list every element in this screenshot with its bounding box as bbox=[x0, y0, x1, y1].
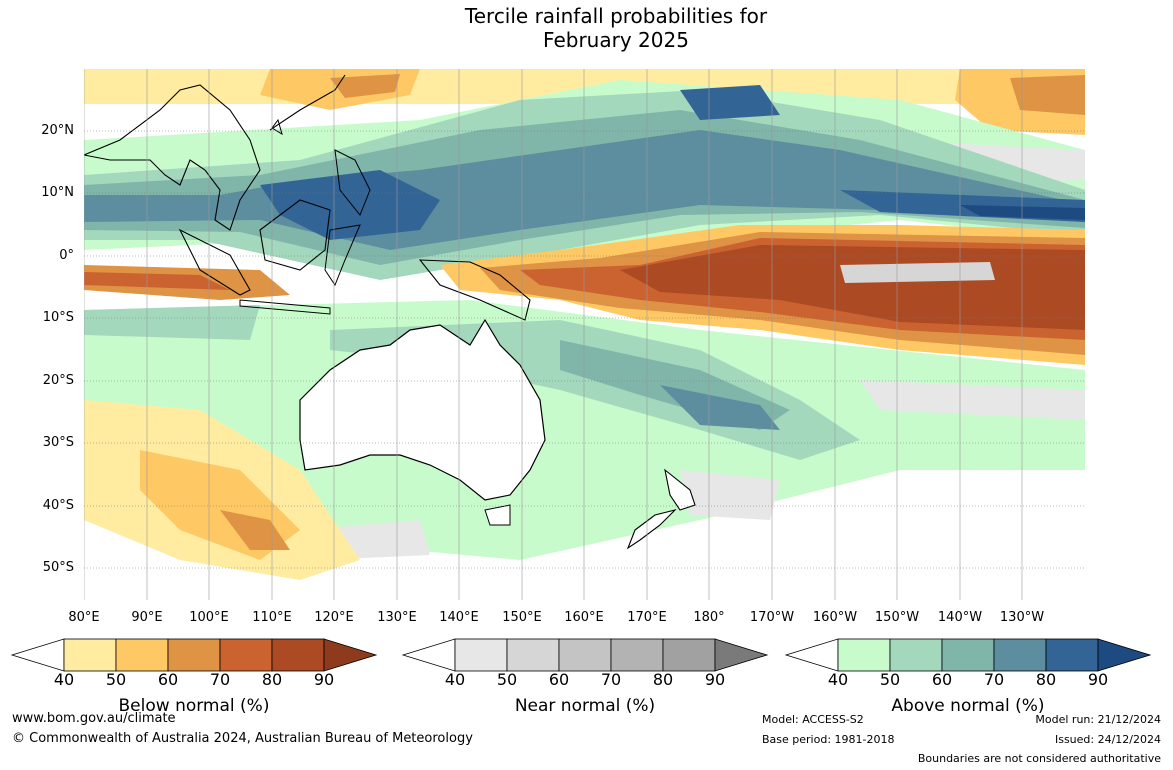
lon-label: 90°E bbox=[131, 610, 163, 625]
below-tick: 80 bbox=[261, 670, 283, 689]
colorbar-bin bbox=[454, 638, 508, 672]
colorbar-bin bbox=[837, 638, 891, 672]
colorbar-bin bbox=[558, 638, 612, 672]
near-normal-label: Near normal (%) bbox=[514, 696, 656, 716]
lat-label: 20°N bbox=[41, 123, 74, 138]
below-normal-colorbar bbox=[10, 638, 378, 672]
near-tick: 90 bbox=[704, 670, 726, 689]
colorbar-bin bbox=[889, 638, 943, 672]
colorbar-bins bbox=[63, 638, 325, 672]
probability-map bbox=[84, 69, 1085, 600]
colorbar-bin bbox=[63, 638, 117, 672]
above-tick: 50 bbox=[879, 670, 901, 689]
lon-label: 150°E bbox=[502, 610, 542, 625]
model-run-date: Model run: 21/12/2024 bbox=[1035, 713, 1161, 726]
near-tick: 80 bbox=[652, 670, 674, 689]
lon-label: 180° bbox=[693, 610, 725, 625]
colorbar-bin bbox=[506, 638, 560, 672]
lon-label: 110°E bbox=[252, 610, 292, 625]
above-normal-label: Above normal (%) bbox=[891, 696, 1045, 716]
colorbar-bin bbox=[993, 638, 1047, 672]
lon-label: 100°E bbox=[189, 610, 229, 625]
colorbar-high-triangle bbox=[323, 638, 378, 672]
near-tick: 70 bbox=[600, 670, 622, 689]
lon-label: 170°E bbox=[627, 610, 667, 625]
lat-label: 10°N bbox=[41, 185, 74, 200]
above-tick: 40 bbox=[827, 670, 849, 689]
lon-label: 120°E bbox=[314, 610, 354, 625]
colorbar-bin bbox=[662, 638, 716, 672]
below-tick: 90 bbox=[313, 670, 335, 689]
issued-date: Issued: 24/12/2024 bbox=[1054, 733, 1161, 746]
lat-label: 10°S bbox=[42, 310, 74, 325]
colorbar-low-triangle bbox=[784, 638, 839, 672]
colorbar-high-triangle bbox=[1097, 638, 1152, 672]
colorbar-bin bbox=[610, 638, 664, 672]
above-tick: 90 bbox=[1087, 670, 1109, 689]
near-normal-colorbar bbox=[401, 638, 769, 672]
colorbar-high-triangle bbox=[714, 638, 769, 672]
colorbar-bin bbox=[271, 638, 325, 672]
below-tick: 40 bbox=[53, 670, 75, 689]
near-tick: 50 bbox=[496, 670, 518, 689]
lon-label: 150°W bbox=[874, 610, 920, 625]
lon-label: 130°E bbox=[377, 610, 417, 625]
lat-label: 30°S bbox=[42, 435, 74, 450]
above-tick: 80 bbox=[1035, 670, 1057, 689]
lon-label: 170°W bbox=[749, 610, 795, 625]
colorbar-bin bbox=[115, 638, 169, 672]
base-period: Base period: 1981-2018 bbox=[762, 733, 895, 746]
colorbar-bins bbox=[837, 638, 1099, 672]
near-tick: 60 bbox=[548, 670, 570, 689]
lat-label: 20°S bbox=[42, 373, 74, 388]
australia-outline bbox=[299, 318, 546, 501]
lon-label: 130°W bbox=[999, 610, 1045, 625]
above-tick: 70 bbox=[983, 670, 1005, 689]
below-tick: 50 bbox=[105, 670, 127, 689]
website-link[interactable]: www.bom.gov.au/climate bbox=[12, 711, 176, 726]
new-zealand-outline bbox=[626, 468, 696, 550]
colorbar-bins bbox=[454, 638, 716, 672]
map-title: Tercile rainfall probabilities for Febru… bbox=[0, 4, 1173, 52]
lat-label: 50°S bbox=[42, 560, 74, 575]
below-normal-label: Below normal (%) bbox=[118, 696, 270, 716]
lat-label: 0° bbox=[59, 248, 74, 263]
lon-label: 160°E bbox=[564, 610, 604, 625]
lon-label: 140°E bbox=[439, 610, 479, 625]
copyright-text: © Commonwealth of Australia 2024, Austra… bbox=[12, 731, 473, 746]
boundaries-disclaimer: Boundaries are not considered authoritat… bbox=[917, 752, 1161, 765]
near-tick: 40 bbox=[444, 670, 466, 689]
above-normal-colorbar bbox=[784, 638, 1152, 672]
title-line-1: Tercile rainfall probabilities for bbox=[464, 4, 768, 28]
graticule bbox=[84, 130, 1085, 569]
lon-label: 160°W bbox=[812, 610, 858, 625]
colorbar-low-triangle bbox=[10, 638, 65, 672]
below-tick: 60 bbox=[157, 670, 179, 689]
colorbar-low-triangle bbox=[401, 638, 456, 672]
lon-label: 140°W bbox=[937, 610, 983, 625]
lat-label: 40°S bbox=[42, 498, 74, 513]
colorbar-bin bbox=[219, 638, 273, 672]
below-tick: 70 bbox=[209, 670, 231, 689]
title-line-2: February 2025 bbox=[543, 28, 689, 52]
colorbar-bin bbox=[941, 638, 995, 672]
lon-label: 80°E bbox=[68, 610, 100, 625]
colorbar-bin bbox=[1045, 638, 1099, 672]
model-name: Model: ACCESS-S2 bbox=[762, 713, 864, 726]
colorbar-bin bbox=[167, 638, 221, 672]
above-tick: 60 bbox=[931, 670, 953, 689]
